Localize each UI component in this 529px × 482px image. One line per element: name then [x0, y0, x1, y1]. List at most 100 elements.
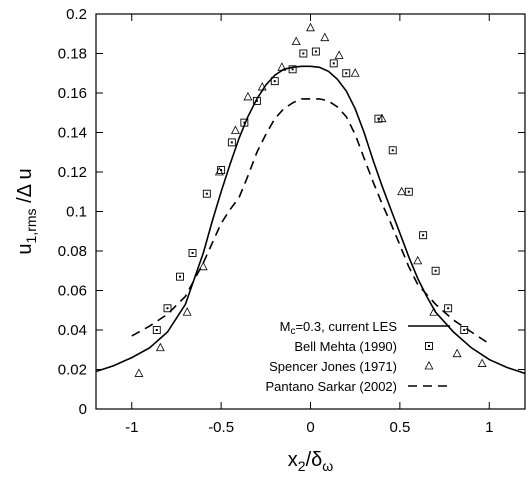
series-2-point	[214, 166, 224, 176]
axis-ticks: 0 0.02 0.04 0.06 0.08 0.1 0.12 0.14 0.16 0.18 0.2 -…	[58, 6, 525, 436]
series-1-point-center	[345, 72, 348, 75]
y-axis-label-base: u	[14, 243, 36, 254]
x-tick-label: -0.5	[208, 419, 234, 436]
series-2-point	[257, 82, 267, 91]
series-2-point	[334, 50, 344, 59]
y-tick-label: 0	[79, 401, 87, 418]
y-tick-label: 0.06	[58, 283, 87, 300]
series-2-point	[413, 255, 423, 265]
series-1-point-center	[166, 307, 169, 310]
y-tick-label: 0.16	[58, 85, 87, 102]
x-axis-label: x2/δω	[288, 449, 334, 474]
series-2-point	[477, 358, 487, 367]
series-3-line	[131, 98, 490, 345]
legend-label-text: Pantano Sarkar (2002)	[265, 379, 397, 394]
y-tick-label: 0.1	[66, 204, 87, 221]
series-1-point	[444, 304, 453, 313]
y-tick-label: 0.04	[58, 322, 87, 339]
y-tick-label: 0.08	[58, 243, 87, 260]
series-2-point	[182, 307, 192, 316]
x-tick-label: 1	[485, 419, 493, 436]
series-2-point	[306, 22, 315, 32]
x-tick-label: 0	[306, 419, 314, 436]
series-1-point-center	[377, 117, 380, 120]
x-axis-label-sep: /	[306, 449, 312, 471]
legend-label-text: Spencer Jones (1971)	[269, 359, 397, 374]
series-1-point-center	[434, 269, 437, 272]
series-1-point	[217, 166, 226, 174]
series-1-point-center	[291, 68, 294, 71]
series-1-point-center	[391, 149, 394, 152]
legend-label-1: Bell Mehta (1990)	[294, 339, 397, 354]
series-1-point	[431, 266, 440, 275]
series-1-point-center	[463, 329, 466, 331]
series-1-point	[152, 326, 161, 334]
y-axis-label: u1,rms /Δ u	[14, 168, 39, 254]
x-tick-label: 0.5	[389, 419, 410, 436]
y-axis-label-rest: /Δ u	[14, 168, 36, 208]
series-1-point	[252, 96, 261, 105]
series-1-point	[299, 49, 308, 58]
legend-label-3: Pantano Sarkar (2002)	[265, 379, 397, 394]
legend-marker-1-center	[428, 345, 430, 347]
legend-marker-2	[424, 360, 434, 370]
series-1-point-center	[273, 80, 276, 83]
series-1-point-center	[332, 62, 335, 65]
series-1-point	[419, 231, 428, 240]
series-2-point	[155, 342, 165, 352]
series-1-point-center	[243, 121, 246, 124]
series-1-point	[227, 138, 236, 147]
series-2-point	[320, 32, 330, 42]
series-1-point	[240, 118, 249, 127]
x-axis-label-base: x	[288, 449, 298, 471]
series-2-point	[377, 113, 387, 123]
legend-label-rest: =0.3, current LES	[295, 319, 397, 334]
y-tick-label: 0.14	[58, 125, 87, 142]
series-1-point-center	[302, 52, 305, 55]
series-1-point	[388, 146, 397, 155]
series-1-point	[202, 189, 211, 198]
series-1-point-center	[447, 307, 450, 310]
y-tick-label: 0.12	[58, 164, 87, 181]
series-2-point	[230, 125, 240, 134]
series-2-point	[277, 62, 287, 71]
series-1-point	[288, 65, 297, 74]
series-1-point-center	[179, 275, 182, 278]
series-2-point	[243, 91, 253, 101]
series-1-point	[342, 69, 351, 78]
series-1-point-center	[407, 190, 410, 193]
series-1-point-center	[220, 169, 223, 172]
series-1-point	[311, 47, 320, 56]
series-1-point-center	[191, 251, 194, 254]
series-1-point-center	[155, 329, 158, 331]
series-1-point	[270, 77, 279, 86]
y-axis-label-sub: 1,rms	[23, 208, 39, 243]
y-tick-label: 0.02	[58, 362, 87, 379]
series-1-point-center	[422, 234, 425, 237]
series-2-point	[134, 368, 144, 377]
series-2-point	[350, 68, 360, 77]
series-2-point	[397, 186, 407, 196]
series-2-point	[429, 307, 439, 316]
legend-label-text: Bell Mehta (1990)	[294, 339, 397, 354]
series-1-point	[404, 187, 413, 196]
y-tick-label: 0.2	[66, 6, 87, 23]
legend: Mc=0.3, current LES Bell Mehta (1990) Spen…	[265, 319, 450, 394]
x-axis-label-sub2: ω	[322, 458, 333, 474]
series-2-point	[291, 36, 301, 46]
x-axis-label-sub: 2	[298, 458, 306, 474]
series-2-point	[452, 348, 462, 358]
series-1-point	[329, 59, 338, 68]
series-2-point	[198, 261, 208, 271]
series-1-point	[163, 304, 172, 313]
data-series-layer	[95, 22, 526, 377]
series-1-point-center	[230, 141, 233, 144]
y-tick-label: 0.18	[58, 46, 87, 63]
x-tick-label: -1	[125, 419, 138, 436]
legend-label-text: M	[280, 319, 291, 334]
legend-marker-1	[425, 342, 433, 350]
legend-label-2: Spencer Jones (1971)	[269, 359, 397, 374]
x-axis-label-base2: δ	[311, 449, 322, 471]
series-1-point	[374, 114, 383, 123]
